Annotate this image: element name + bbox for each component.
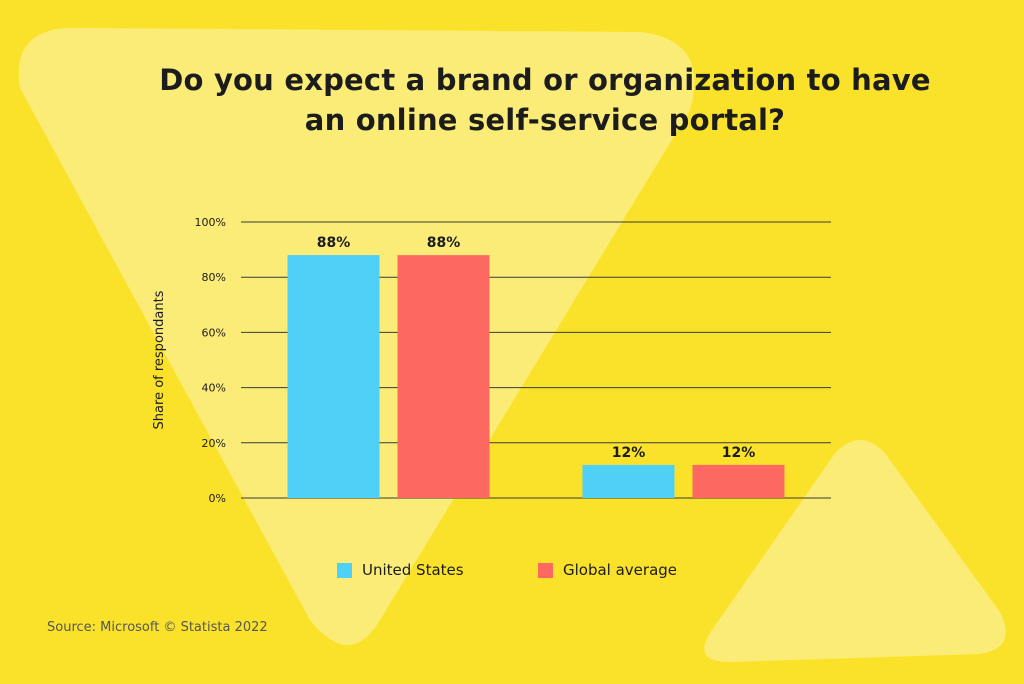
y-tick-label: 40%	[202, 382, 226, 395]
data-label: 88%	[427, 235, 461, 251]
background-triangle-small	[704, 440, 1006, 662]
bar-global-average-no	[692, 464, 785, 498]
legend-item-united-states: United States	[337, 561, 464, 579]
y-tick-label: 60%	[202, 326, 226, 339]
bars	[287, 255, 785, 498]
data-labels: 88% 88% 12% 12%	[317, 235, 756, 461]
chart-title-line-2: an online self-service portal?	[304, 103, 786, 137]
y-tick-label: 100%	[195, 216, 226, 229]
data-label: 12%	[722, 445, 756, 461]
y-tick-label: 20%	[202, 437, 226, 450]
legend-swatch-united-states	[337, 562, 352, 578]
bar-global-average-yes	[397, 255, 490, 498]
data-label: 12%	[612, 445, 646, 461]
y-axis-ticks: 0% 20% 40% 60% 80% 100%	[195, 216, 226, 505]
bar-united-states-yes	[287, 255, 380, 498]
y-axis-title: Share of respondants	[152, 290, 167, 429]
chart-title: Do you expect a brand or organization to…	[80, 60, 1010, 140]
y-tick-label: 80%	[202, 271, 226, 284]
legend-item-global-average: Global average	[538, 561, 677, 579]
chart-title-line-1: Do you expect a brand or organization to…	[159, 63, 931, 97]
y-tick-label: 0%	[209, 492, 226, 505]
legend: United States Global average	[0, 561, 1024, 583]
source-note: Source: Microsoft © Statista 2022	[47, 620, 268, 635]
legend-label-global-average: Global average	[563, 561, 678, 579]
legend-swatch-global-average	[538, 562, 553, 578]
legend-label-united-states: United States	[362, 561, 464, 579]
data-label: 88%	[317, 235, 351, 251]
bar-united-states-no	[582, 464, 675, 498]
